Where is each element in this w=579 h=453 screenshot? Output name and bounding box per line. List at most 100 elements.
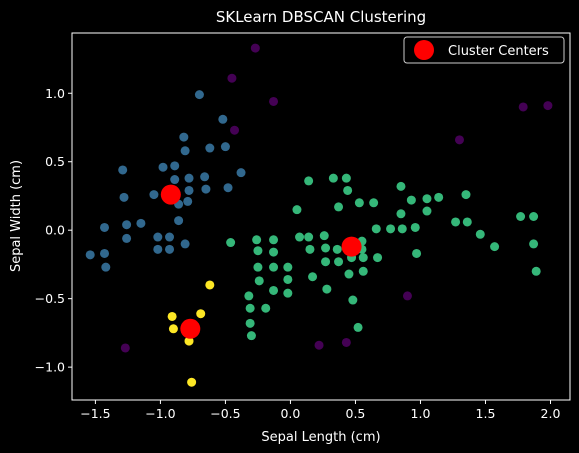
data-point-cluster-1 [101,262,111,272]
cluster-center-point [160,184,181,205]
data-point-cluster-1 [119,192,129,202]
data-point-cluster-2 [358,253,368,263]
legend-label: Cluster Centers [448,44,549,59]
data-point-cluster-2 [295,232,305,242]
data-point-cluster-2 [245,303,255,313]
data-point-cluster-2 [334,202,344,212]
data-point-cluster-1 [122,220,132,230]
data-point-cluster-2 [292,205,302,215]
data-point-cluster-1 [149,190,159,200]
data-point-cluster-1 [205,143,215,153]
x-tick-label: 1.0 [411,406,431,421]
data-point-cluster-2 [283,274,293,284]
data-point-cluster-2 [475,229,485,239]
data-point-cluster-2 [531,266,541,276]
y-tick-label: 0.0 [45,223,65,238]
data-point-cluster-2 [244,291,254,301]
data-point-cluster-3 [167,311,177,321]
data-point-cluster-2 [396,209,406,219]
data-point-cluster-3 [184,336,194,346]
data-point-cluster-2 [304,176,314,186]
y-tick-label: 1.0 [45,86,65,101]
data-point-cluster-2 [451,217,461,227]
data-point-cluster-0 [518,102,528,112]
y-axis: −1.0 −0.5 0.0 0.5 1.0 [35,86,72,375]
data-point-cluster-0 [227,73,237,83]
data-point-cluster-2 [321,257,331,267]
data-point-cluster-2 [328,173,338,183]
data-point-cluster-0 [402,291,412,301]
legend-box [403,36,565,64]
data-point-cluster-0 [120,343,130,353]
data-point-cluster-1 [223,183,233,193]
data-point-cluster-2 [490,242,500,252]
data-point-cluster-0 [314,340,324,350]
data-point-cluster-2 [254,276,264,286]
data-point-cluster-2 [269,262,279,272]
data-point-cluster-2 [334,257,344,267]
data-point-cluster-1 [153,244,163,254]
data-point-cluster-2 [434,192,444,202]
data-point-cluster-1 [236,168,246,178]
data-point-cluster-2 [461,190,471,200]
data-point-cluster-2 [261,303,271,313]
data-point-cluster-2 [332,244,342,254]
data-point-cluster-1 [136,218,146,228]
data-point-cluster-2 [308,272,318,282]
data-point-cluster-2 [319,231,329,241]
x-tick-label: −1.0 [145,406,175,421]
data-point-cluster-2 [269,247,279,257]
data-point-cluster-2 [354,198,364,208]
data-point-cluster-2 [406,195,416,205]
data-point-cluster-2 [269,235,279,245]
data-point-cluster-2 [371,224,381,234]
data-point-cluster-2 [396,181,406,191]
data-point-cluster-1 [183,196,193,206]
data-point-cluster-0 [341,337,351,347]
data-point-cluster-1 [165,232,175,242]
data-point-cluster-0 [250,43,260,53]
data-point-cluster-1 [170,161,180,171]
data-point-cluster-2 [226,238,236,248]
data-point-cluster-2 [516,212,526,221]
data-point-cluster-1 [200,172,210,182]
cluster-center-point [341,236,362,257]
data-point-cluster-2 [422,206,432,216]
data-point-cluster-1 [170,175,180,185]
x-tick-label: 1.5 [476,406,496,421]
data-point-cluster-2 [283,262,293,272]
data-point-cluster-1 [158,162,168,172]
data-point-cluster-2 [245,318,255,328]
data-point-cluster-2 [348,295,358,305]
data-point-cluster-1 [179,132,189,142]
data-point-cluster-1 [85,250,95,260]
data-point-cluster-2 [373,253,383,263]
x-tick-label: −0.5 [210,406,240,421]
x-axis-label: Sepal Length (cm) [261,430,380,445]
y-tick-label: 0.5 [45,154,65,169]
data-point-cluster-3 [187,377,197,387]
data-point-cluster-0 [269,96,279,106]
data-point-cluster-2 [397,224,407,234]
plot-frame [71,32,571,401]
data-point-cluster-2 [283,288,293,298]
data-point-cluster-2 [253,246,263,256]
data-point-cluster-2 [422,194,432,204]
legend: Cluster Centers [403,36,565,64]
data-point-cluster-2 [253,262,263,272]
y-tick-label: −0.5 [35,291,65,306]
data-point-cluster-2 [358,266,368,276]
data-point-cluster-2 [353,322,363,332]
data-point-cluster-2 [410,222,420,232]
data-point-cluster-3 [205,280,215,290]
data-point-cluster-2 [412,248,422,258]
data-point-cluster-1 [100,248,110,258]
data-points [85,43,553,387]
x-tick-label: 2.0 [541,406,561,421]
data-point-cluster-3 [196,309,206,319]
chart-title: SKLearn DBSCAN Clustering [216,8,426,26]
data-point-cluster-0 [230,125,240,135]
x-tick-label: 0.0 [280,406,300,421]
data-point-cluster-2 [529,212,539,221]
y-tick-label: −1.0 [35,360,65,375]
